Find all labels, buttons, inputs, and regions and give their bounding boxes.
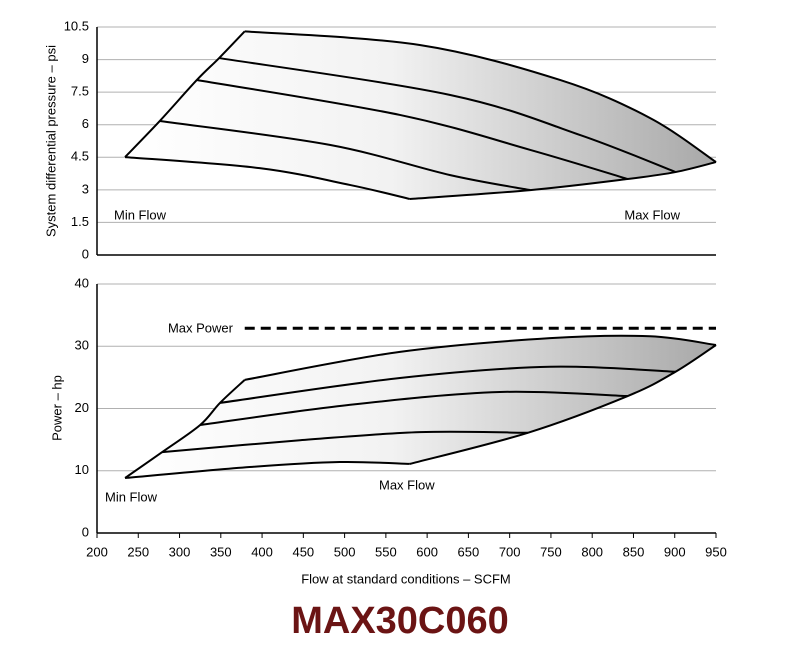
curve xyxy=(409,344,717,465)
x-tick-label: 300 xyxy=(169,544,191,559)
curve xyxy=(196,78,628,180)
x-tick-label: 550 xyxy=(375,544,397,559)
x-axis-label: Flow at standard conditions – SCFM xyxy=(301,571,511,586)
envelope-fill xyxy=(125,31,716,199)
curve xyxy=(159,120,531,192)
curve xyxy=(409,161,717,200)
annotation: Max Flow xyxy=(624,207,680,222)
annotation: Max Power xyxy=(168,320,234,335)
page-title: MAX30C060 xyxy=(291,600,509,642)
x-tick-label: 500 xyxy=(334,544,356,559)
x-tick-label: 400 xyxy=(251,544,273,559)
curve xyxy=(124,156,411,200)
curve xyxy=(218,57,676,173)
curve xyxy=(124,30,246,158)
y-tick-label: 0 xyxy=(82,524,89,539)
x-tick-label: 450 xyxy=(292,544,314,559)
y-tick-label: 4.5 xyxy=(71,149,89,164)
x-tick-label: 850 xyxy=(623,544,645,559)
curve xyxy=(244,334,717,381)
y-tick-label: 20 xyxy=(75,400,89,415)
y-tick-label: 10.5 xyxy=(64,18,89,33)
y-tick-label: 1.5 xyxy=(71,214,89,229)
x-tick-label: 750 xyxy=(540,544,562,559)
y-tick-label: 30 xyxy=(75,338,89,353)
y-tick-label: 3 xyxy=(82,181,89,196)
annotation: Min Flow xyxy=(105,489,158,504)
x-tick-label: 900 xyxy=(664,544,686,559)
y-tick-label: 40 xyxy=(75,275,89,290)
x-tick-label: 250 xyxy=(127,544,149,559)
y-tick-label: 7.5 xyxy=(71,84,89,99)
curve xyxy=(162,430,528,454)
curve xyxy=(219,365,676,404)
y-tick-label: 6 xyxy=(82,116,89,131)
annotation: Max Flow xyxy=(379,477,435,492)
y-tick-label: 10 xyxy=(75,462,89,477)
annotation: Min Flow xyxy=(114,207,167,222)
x-tick-label: 600 xyxy=(416,544,438,559)
y-tick-label: 0 xyxy=(82,246,89,261)
x-tick-label: 650 xyxy=(458,544,480,559)
x-tick-label: 700 xyxy=(499,544,521,559)
curve xyxy=(200,390,628,426)
y-axis-label: Power – hp xyxy=(49,375,64,441)
x-tick-label: 950 xyxy=(705,544,727,559)
y-axis-label: System differential pressure – psi xyxy=(43,45,58,237)
x-tick-label: 200 xyxy=(86,544,108,559)
curve xyxy=(124,460,410,479)
curve xyxy=(244,30,717,163)
x-tick-label: 350 xyxy=(210,544,232,559)
y-tick-label: 9 xyxy=(82,51,89,66)
envelope-fill xyxy=(125,335,716,478)
x-tick-label: 800 xyxy=(581,544,603,559)
